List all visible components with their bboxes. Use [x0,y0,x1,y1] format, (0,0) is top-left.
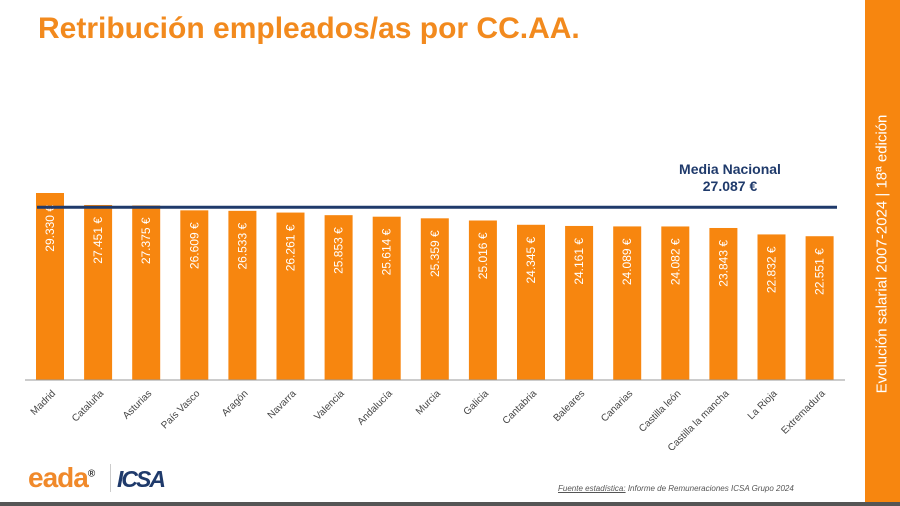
x-tick-label: Canarias [599,388,635,424]
bar-value-label: 26.609 € [187,222,201,269]
bar-value-label: 25.614 € [380,228,394,275]
x-tick-label: Cantabria [501,388,540,427]
bar-value-label: 29.330 € [43,205,57,252]
bar [180,210,209,380]
bar-value-label: 27.451 € [91,217,105,264]
x-tick-label: Extremadura [779,388,828,437]
side-banner-text: Evolución salarial 2007-2024 | 18ª edici… [873,114,891,394]
bar [517,224,545,380]
bar-value-label: 24.345 € [524,236,538,283]
bar-value-label: 25.359 € [428,230,442,277]
bar [565,225,594,380]
bar-value-label: 26.261 € [284,224,298,271]
x-tick-label: Asturias [121,388,154,421]
x-tick-label: Navarra [266,388,299,421]
x-tick-label: Galicia [462,388,492,418]
bar [84,204,113,380]
bar [805,236,834,380]
x-tick-label: La Rioja [746,388,780,422]
eada-logo: eada® [28,462,95,494]
footer-divider [0,502,900,506]
bar [228,210,257,380]
bar [36,193,64,380]
x-tick-label: Baleares [552,388,588,424]
bar [757,234,786,380]
bar-value-label: 25.853 € [332,227,346,274]
x-tick-label: Aragón [220,388,251,419]
bar-value-label: 25.016 € [476,232,490,279]
bar [613,226,642,380]
bar-value-label: 24.161 € [572,238,586,285]
bar [661,226,690,380]
bar [276,212,305,380]
x-tick-label: Murcia [414,388,443,417]
bar [132,205,161,380]
source-text: Informe de Remuneraciones ICSA Grupo 202… [625,484,794,493]
bar [468,220,497,380]
bar-value-label: 23.843 € [716,240,730,287]
bar [372,216,401,380]
bar-value-label: 24.089 € [620,238,634,285]
registered-icon: ® [87,468,95,480]
bar [709,227,738,380]
average-label: Media Nacional 27.087 € [650,161,810,195]
side-banner: Evolución salarial 2007-2024 | 18ª edici… [865,0,900,506]
x-tick-label: Andalucía [356,388,396,428]
slide-title: Retribución empleados/as por CC.AA. [38,12,580,45]
bar-value-label: 27.375 € [139,217,153,264]
bar-value-label: 26.533 € [235,223,249,270]
source-note: Fuente estadística: Informe de Remunerac… [558,484,794,493]
x-tick-label: Valencia [312,388,347,423]
bar [420,218,449,380]
bar-chart: 29.330 € Madrid 27.451 € Cataluña 27.375 € As… [25,193,845,450]
bar-value-label: 22.551 € [813,248,827,295]
eada-logo-text: eada [28,462,89,493]
bar-value-label: 22.832 € [765,246,779,293]
logo-divider [110,464,111,492]
x-tick-label: Castilla león [637,388,683,434]
x-tick-label: País Vasco [159,388,202,431]
icsa-logo: ICSA [117,466,166,492]
bar [324,215,353,380]
average-label-title: Media Nacional [679,161,781,177]
bar-value-label: 24.082 € [668,238,682,285]
x-tick-label: Madrid [29,388,58,417]
x-tick-label: Cataluña [70,388,106,424]
average-label-value: 27.087 € [702,178,758,194]
source-prefix: Fuente estadística: [558,484,626,493]
